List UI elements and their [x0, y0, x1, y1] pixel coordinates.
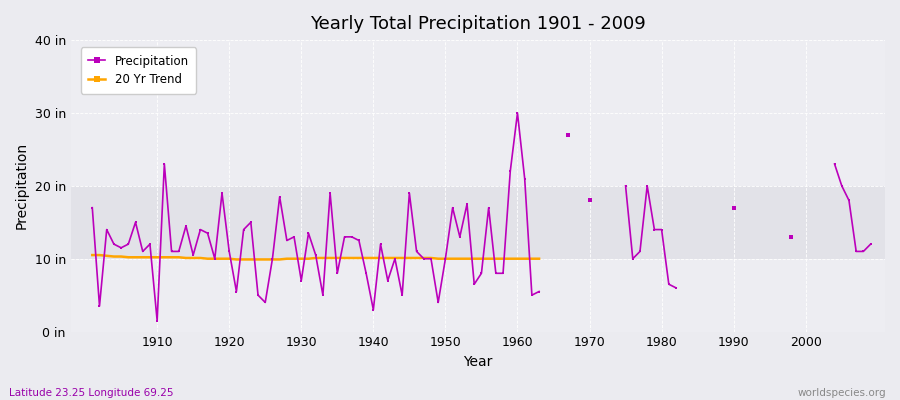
- Text: Latitude 23.25 Longitude 69.25: Latitude 23.25 Longitude 69.25: [9, 388, 174, 398]
- Legend: Precipitation, 20 Yr Trend: Precipitation, 20 Yr Trend: [81, 48, 196, 94]
- Y-axis label: Precipitation: Precipitation: [15, 142, 29, 230]
- Text: worldspecies.org: worldspecies.org: [798, 388, 886, 398]
- X-axis label: Year: Year: [464, 355, 492, 369]
- Title: Yearly Total Precipitation 1901 - 2009: Yearly Total Precipitation 1901 - 2009: [310, 15, 645, 33]
- Bar: [71, 186, 885, 259]
